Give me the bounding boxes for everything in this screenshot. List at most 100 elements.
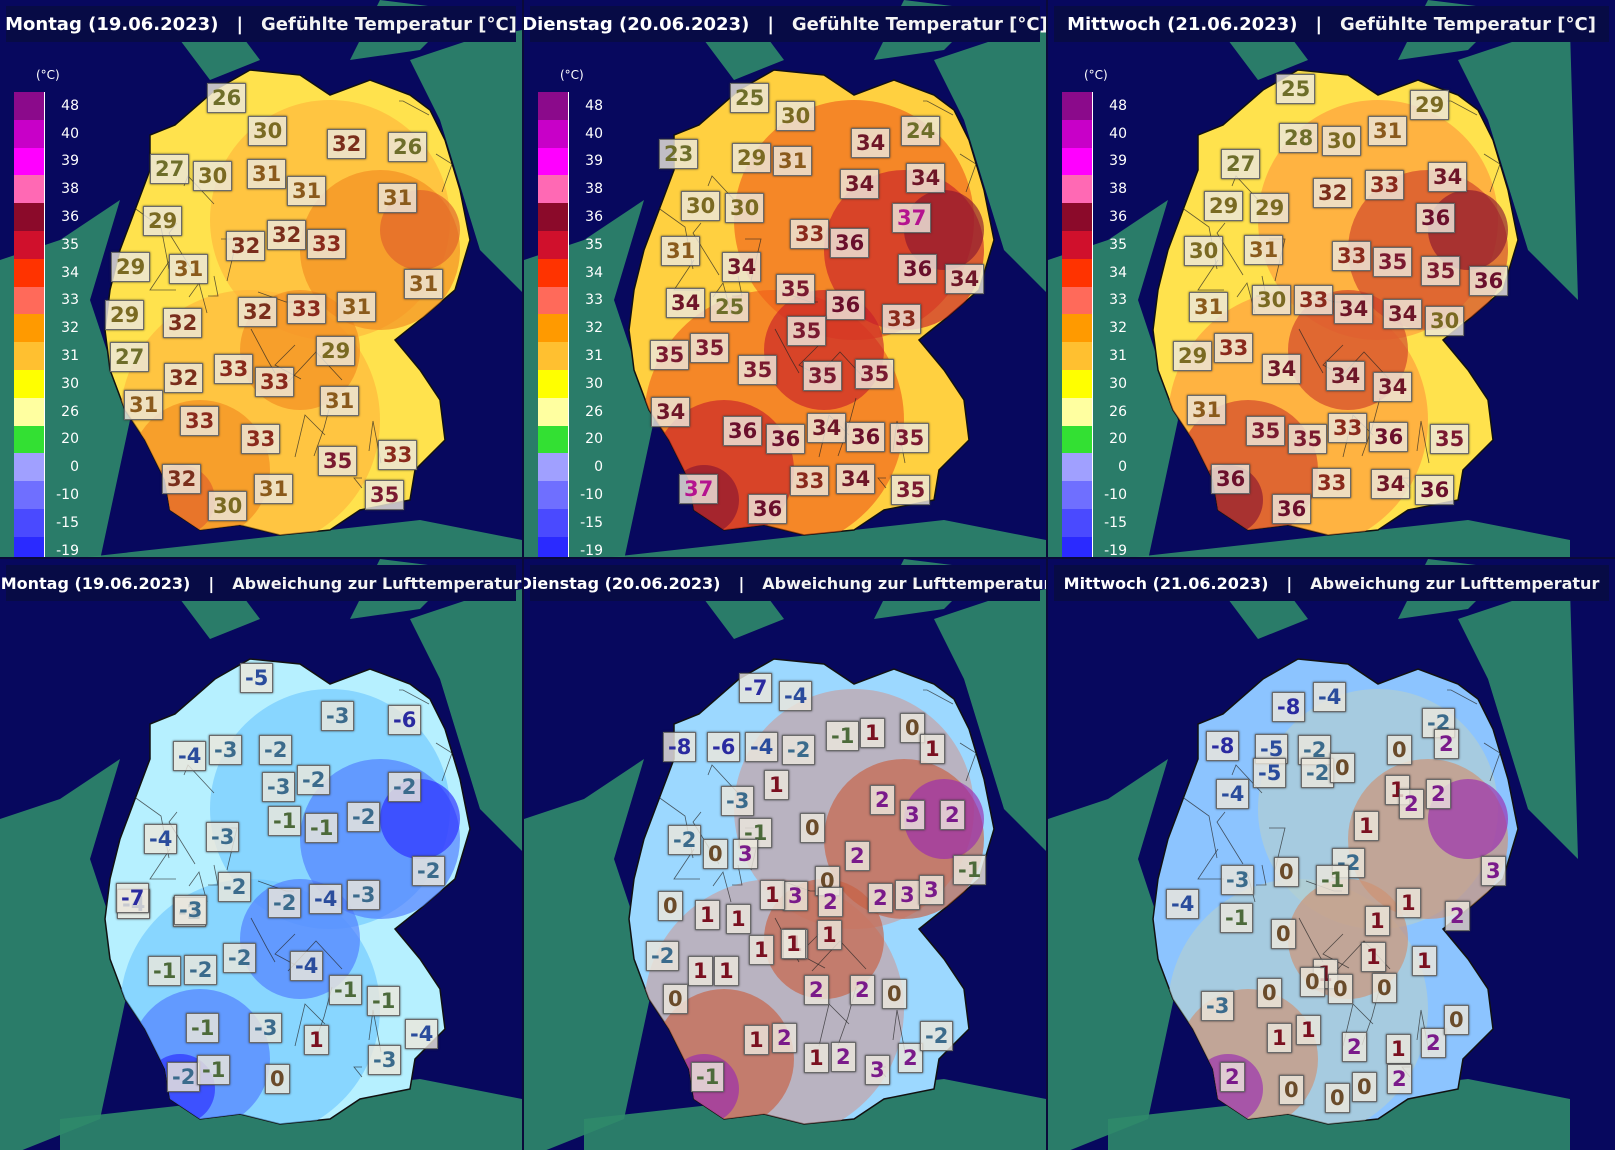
legend-row: 20 xyxy=(14,425,104,454)
panel-header: Dienstag (20.06.2023) | Abweichung zur Luf… xyxy=(524,565,1046,601)
map-value-label: 3 xyxy=(865,1055,890,1085)
legend-row: -15 xyxy=(538,508,628,537)
header-separator: | xyxy=(236,13,244,35)
legend-row: 0 xyxy=(1062,453,1152,482)
map-panel-mon-felt: Montag (19.06.2023) | Gefühlte Temperatur … xyxy=(0,0,522,557)
map-value-label: 33 xyxy=(882,304,922,334)
map-value-label: 2 xyxy=(804,975,829,1005)
legend-row: 30 xyxy=(14,369,104,398)
map-value-label: 35 xyxy=(776,274,816,304)
legend-label: 39 xyxy=(585,153,603,170)
map-value-label: -8 xyxy=(663,732,697,762)
legend-swatch xyxy=(1062,397,1093,426)
legend-row: 33 xyxy=(14,286,104,315)
map-value-label: 31 xyxy=(1187,395,1227,425)
legend-row: -10 xyxy=(1062,481,1152,509)
map-value-label: 2 xyxy=(898,1043,923,1073)
legend-label: 48 xyxy=(1109,97,1127,114)
map-value-label: 31 xyxy=(1244,235,1284,265)
map-value-label: 35 xyxy=(1430,424,1470,454)
legend-row: 26 xyxy=(14,397,104,426)
map-value-label: 1 xyxy=(817,920,842,950)
legend-label: 35 xyxy=(1109,236,1127,253)
legend-swatch xyxy=(538,397,569,426)
header-separator: | xyxy=(738,573,745,593)
map-value-label: 31 xyxy=(1368,116,1408,146)
legend-swatch xyxy=(14,175,45,204)
map-value-label: 33 xyxy=(241,424,281,454)
map-value-label: 2 xyxy=(850,975,875,1005)
map-value-label: 1 xyxy=(920,734,945,764)
map-value-label: 30 xyxy=(1425,306,1465,336)
map-value-label: -4 xyxy=(173,741,207,771)
map-value-label: 35 xyxy=(1373,247,1413,277)
legend-row: -15 xyxy=(1062,508,1152,537)
legend-row: 20 xyxy=(538,425,628,454)
legend-row: 0 xyxy=(538,453,628,482)
legend-label: -10 xyxy=(580,487,603,504)
map-value-label: 29 xyxy=(143,206,183,236)
map-value-label: 31 xyxy=(287,176,327,206)
map-value-label: 31 xyxy=(254,474,294,504)
map-value-label: 24 xyxy=(901,116,941,146)
map-value-label: 35 xyxy=(1421,256,1461,286)
legend-swatch xyxy=(1062,536,1093,557)
map-value-label: 2 xyxy=(940,800,965,830)
map-value-label: -1 xyxy=(197,1055,231,1085)
map-value-label: 2 xyxy=(1342,1032,1367,1062)
legend-row: -15 xyxy=(14,508,104,537)
map-value-label: 1 xyxy=(714,956,739,986)
legend-row: 39 xyxy=(14,147,104,176)
map-panel-wed-felt: Mittwoch (21.06.2023) | Gefühlte Temperatu… xyxy=(1048,0,1615,557)
legend-swatch xyxy=(1062,342,1093,370)
map-value-label: 35 xyxy=(803,361,843,391)
map-value-label: 34 xyxy=(722,252,762,282)
map-value-label: 33 xyxy=(180,406,220,436)
map-value-label: 36 xyxy=(826,290,866,320)
map-value-label: 34 xyxy=(1373,372,1413,402)
legend-swatch xyxy=(1062,453,1093,482)
map-value-label: 2 xyxy=(1434,729,1459,759)
map-value-label: 34 xyxy=(945,264,985,294)
legend-swatch xyxy=(538,175,569,204)
map-value-label: 34 xyxy=(836,464,876,494)
map-value-label: 1 xyxy=(1386,1034,1411,1064)
map-value-label: 2 xyxy=(831,1042,856,1072)
map-value-label: 31 xyxy=(320,386,360,416)
map-value-label: 0 xyxy=(1444,1005,1469,1035)
map-panel-tue-felt: Dienstag (20.06.2023) | Gefühlte Temperatu… xyxy=(524,0,1046,557)
map-value-label: 0 xyxy=(1271,919,1296,949)
map-value-label: 35 xyxy=(318,446,358,476)
map-value-label: 35 xyxy=(365,480,405,510)
map-value-label: -1 xyxy=(826,721,860,751)
map-value-label: 0 xyxy=(1257,978,1282,1008)
legend-label: 36 xyxy=(61,209,79,226)
map-value-label: 32 xyxy=(162,464,202,494)
map-value-label: 2 xyxy=(818,887,843,917)
map-value-label: 1 xyxy=(860,718,885,748)
map-value-label: 34 xyxy=(666,288,706,318)
panel-header: Mittwoch (21.06.2023) | Gefühlte Temperatu… xyxy=(1054,6,1609,42)
legend-row: 20 xyxy=(1062,425,1152,454)
legend-label: -15 xyxy=(1104,514,1127,531)
legend-label: 20 xyxy=(61,431,79,448)
map-value-label: -4 xyxy=(290,951,324,981)
panel-header: Dienstag (20.06.2023) | Gefühlte Temperatu… xyxy=(524,6,1046,42)
map-value-label: -2 xyxy=(412,856,446,886)
legend-row: 48 xyxy=(538,92,628,120)
map-value-label: 34 xyxy=(851,128,891,158)
map-value-label: 27 xyxy=(150,154,190,184)
legend-swatch xyxy=(538,314,569,343)
legend-swatch xyxy=(1062,230,1093,259)
legend-swatch xyxy=(538,258,569,287)
map-value-label: -4 xyxy=(1313,682,1347,712)
legend-label: 32 xyxy=(585,320,603,337)
panel-title: Abweichung zur Lufttemperatur xyxy=(762,573,1046,593)
legend-swatch xyxy=(538,425,569,454)
legend-swatch xyxy=(14,369,45,398)
legend-swatch xyxy=(1062,314,1093,343)
legend-row: 34 xyxy=(1062,258,1152,287)
legend-swatch xyxy=(1062,425,1093,454)
legend-label: 34 xyxy=(585,264,603,281)
map-value-label: -5 xyxy=(240,663,274,693)
